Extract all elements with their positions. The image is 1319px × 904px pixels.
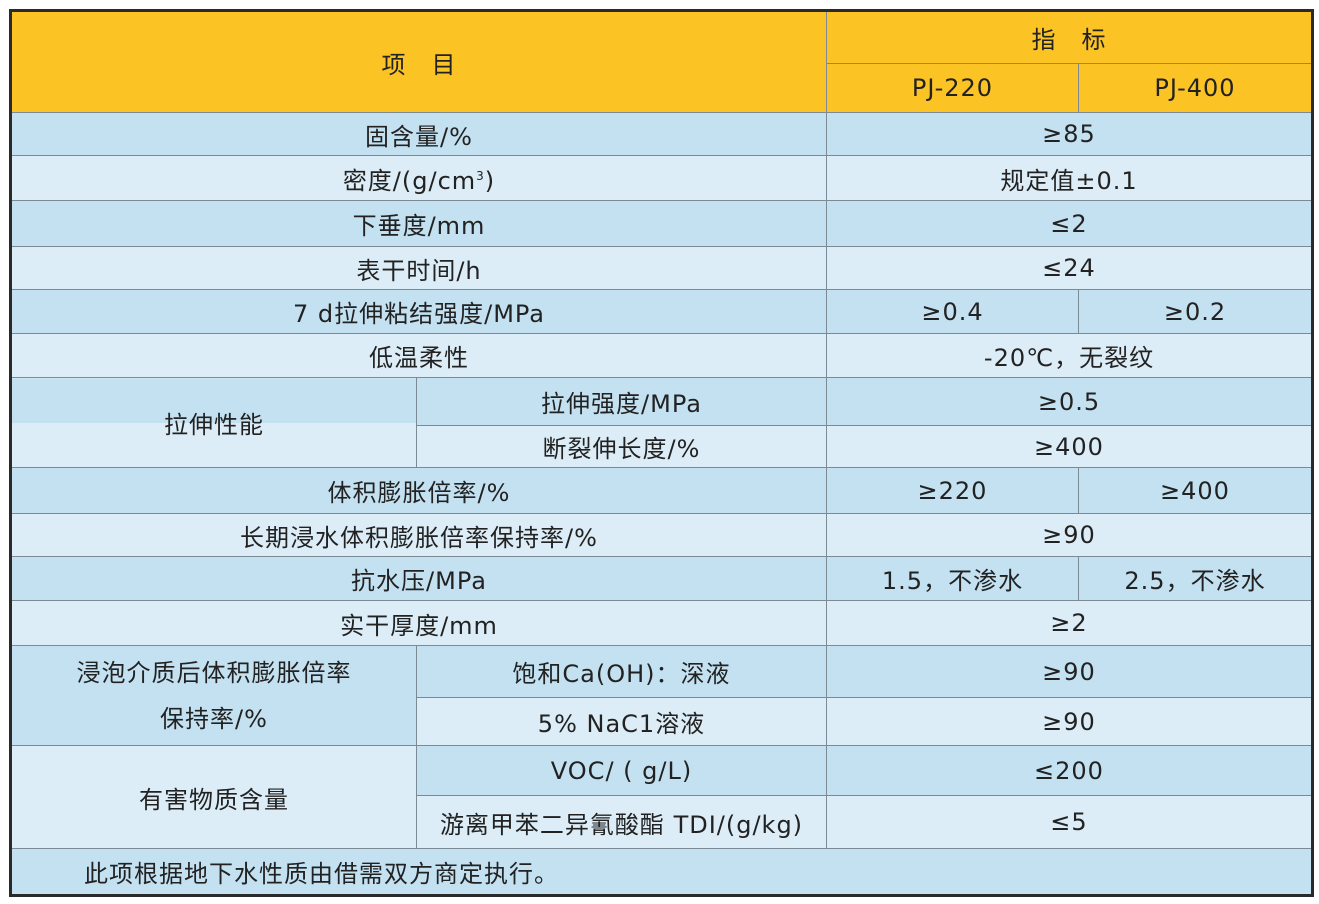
header-spec: 指 标: [826, 10, 1313, 64]
label-text: 密度/(g/cm: [342, 166, 477, 195]
group-label: 有害物质含量: [10, 745, 417, 849]
item-label: 低温柔性: [10, 333, 827, 378]
header-pj400: PJ-400: [1078, 63, 1313, 113]
item-value: ≥90: [826, 645, 1313, 698]
item-value: ≥2: [826, 600, 1313, 646]
value-pj400: ≥0.2: [1078, 289, 1313, 334]
table-row: 密度/(g/cm3) 规定值±0.1: [10, 155, 1313, 201]
sub-item-label: VOC/ ( g/L): [416, 745, 827, 796]
item-label: 7 d拉伸粘结强度/MPa: [10, 289, 827, 334]
item-label: 密度/(g/cm3): [10, 155, 827, 201]
value-pj400: ≥400: [1078, 467, 1313, 514]
spec-table: 项 目 指 标 PJ-220 PJ-400 固含量/% ≥85 密度/(g/cm…: [9, 9, 1314, 897]
sub-item-label: 断裂伸长度/%: [416, 425, 827, 468]
table-row: 断裂伸长度/% ≥400: [11, 425, 1313, 468]
item-value: ≥90: [826, 697, 1313, 746]
table-row: 低温柔性 -20℃，无裂纹: [10, 333, 1313, 378]
value-pj400: 2.5，不渗水: [1078, 556, 1313, 601]
sub-item-label: 拉伸强度/MPa: [416, 377, 827, 426]
group-label: 拉伸性能: [10, 377, 417, 468]
table-row: 抗水压/MPa 1.5，不渗水 2.5，不渗水: [10, 556, 1313, 601]
footer-note: 此项根据地下水性质由借需双方商定执行。: [10, 848, 1313, 896]
item-value: ≤24: [826, 246, 1313, 290]
sub-item-label: 饱和Ca(OH)：深液: [416, 645, 827, 698]
table-row: 7 d拉伸粘结强度/MPa ≥0.4 ≥0.2: [10, 289, 1313, 334]
table-row: 有害物质含量 VOC/ ( g/L) ≤200: [10, 745, 1313, 849]
table-row: 游离甲苯二异氰酸酯 TDI/(g/kg) ≤5: [11, 795, 1313, 849]
item-value: ≥90: [826, 513, 1313, 557]
item-label: 表干时间/h: [10, 246, 827, 290]
group-label-line2: 保持率/%: [160, 704, 268, 733]
sub-item-label: 5% NaC1溶液: [416, 697, 827, 746]
item-label: 体积膨胀倍率/%: [10, 467, 827, 514]
item-value: ≤5: [826, 795, 1313, 849]
value-pj220: 1.5，不渗水: [826, 556, 1079, 601]
value-pj220: ≥0.4: [826, 289, 1079, 334]
item-value: ≤200: [826, 745, 1313, 796]
item-label: 固含量/%: [10, 112, 827, 156]
table-row: 表干时间/h ≤24: [10, 246, 1313, 290]
table-row: 固含量/% ≥85: [10, 112, 1313, 156]
group-label-line1: 浸泡介质后体积膨胀倍率: [76, 658, 352, 687]
item-value: ≥85: [826, 112, 1313, 156]
sub-item-label: 游离甲苯二异氰酸酯 TDI/(g/kg): [416, 795, 827, 849]
table-row: 拉伸性能 拉伸强度/MPa ≥0.5: [10, 377, 1313, 468]
item-label: 下垂度/mm: [10, 200, 827, 247]
group-label: 浸泡介质后体积膨胀倍率 保持率/%: [10, 645, 417, 746]
table-row: 体积膨胀倍率/% ≥220 ≥400: [10, 467, 1313, 514]
label-sup: 3: [476, 168, 485, 183]
table-row: 实干厚度/mm ≥2: [10, 600, 1313, 646]
footer-row: 此项根据地下水性质由借需双方商定执行。: [10, 848, 1313, 896]
item-value: ≥0.5: [826, 377, 1313, 426]
item-value: 规定值±0.1: [826, 155, 1313, 201]
item-value: ≥400: [826, 425, 1313, 468]
label-end: ): [484, 166, 496, 195]
item-value: ≤2: [826, 200, 1313, 247]
item-label: 抗水压/MPa: [10, 556, 827, 601]
header-item: 项 目: [10, 10, 827, 113]
item-label: 长期浸水体积膨胀倍率保持率/%: [10, 513, 827, 557]
item-label: 实干厚度/mm: [10, 600, 827, 646]
header-pj220: PJ-220: [826, 63, 1079, 113]
item-value: -20℃，无裂纹: [826, 333, 1313, 378]
table-row: 长期浸水体积膨胀倍率保持率/% ≥90: [10, 513, 1313, 557]
value-pj220: ≥220: [826, 467, 1079, 514]
table-row: 浸泡介质后体积膨胀倍率 保持率/% 饱和Ca(OH)：深液 ≥90: [10, 645, 1313, 746]
table-row: 下垂度/mm ≤2: [10, 200, 1313, 247]
